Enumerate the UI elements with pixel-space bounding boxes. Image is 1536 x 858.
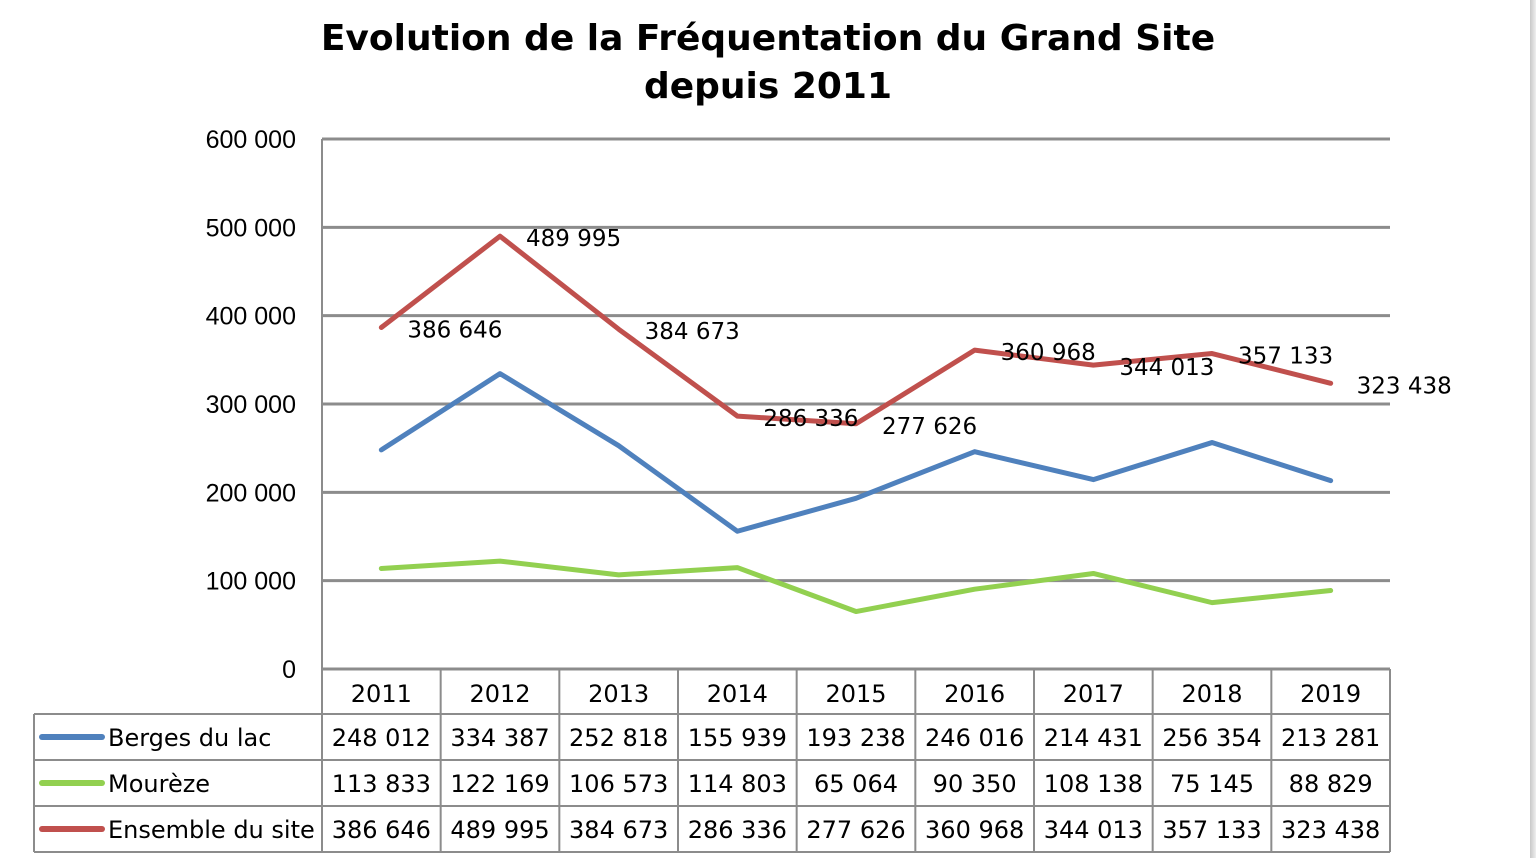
table-cell-1-4: 65 064 xyxy=(814,770,898,798)
table-cell-1-8: 88 829 xyxy=(1289,770,1373,798)
table-cell-1-6: 108 138 xyxy=(1044,770,1143,798)
table-cell-2-7: 357 133 xyxy=(1162,816,1261,844)
x-tick-label-2011: 2011 xyxy=(351,680,412,708)
data-label-2-5: 360 968 xyxy=(1001,340,1096,366)
table-cell-2-3: 286 336 xyxy=(688,816,787,844)
table-cell-2-6: 344 013 xyxy=(1044,816,1143,844)
y-tick-label-2: 200 000 xyxy=(206,479,296,507)
y-tick-label-6: 600 000 xyxy=(206,126,296,154)
table-cell-2-8: 323 438 xyxy=(1281,816,1380,844)
series-line-ensemble-du-site xyxy=(378,233,1334,427)
legend-label-0: Berges du lac xyxy=(108,724,271,752)
legend-label-2: Ensemble du site xyxy=(108,816,315,844)
y-tick-label-1: 100 000 xyxy=(206,568,296,596)
x-tick-label-2013: 2013 xyxy=(588,680,649,708)
table-cell-0-5: 246 016 xyxy=(925,724,1024,752)
x-tick-label-2012: 2012 xyxy=(469,680,530,708)
table-cell-0-4: 193 238 xyxy=(806,724,905,752)
table-cell-0-1: 334 387 xyxy=(450,724,549,752)
data-label-2-1: 489 995 xyxy=(526,226,621,252)
table-cell-0-6: 214 431 xyxy=(1044,724,1143,752)
x-tick-label-2014: 2014 xyxy=(707,680,768,708)
table-cell-1-7: 75 145 xyxy=(1170,770,1254,798)
window-edge xyxy=(1530,0,1536,858)
y-tick-label-4: 400 000 xyxy=(206,303,296,331)
x-tick-label-2019: 2019 xyxy=(1300,680,1361,708)
x-tick-label-2015: 2015 xyxy=(825,680,886,708)
legend-label-1: Mourèze xyxy=(108,770,210,798)
series-line-berges-du-lac xyxy=(378,371,1334,534)
table-cell-1-5: 90 350 xyxy=(933,770,1017,798)
data-label-2-7: 357 133 xyxy=(1238,344,1333,370)
table-cell-0-3: 155 939 xyxy=(688,724,787,752)
x-tick-label-2018: 2018 xyxy=(1181,680,1242,708)
data-label-2-3: 286 336 xyxy=(763,406,858,432)
table-cell-0-0: 248 012 xyxy=(332,724,431,752)
table-cell-1-3: 114 803 xyxy=(688,770,787,798)
table-cell-1-0: 113 833 xyxy=(332,770,431,798)
data-label-2-6: 344 013 xyxy=(1119,355,1214,381)
table-cell-2-1: 489 995 xyxy=(450,816,549,844)
table-cell-1-1: 122 169 xyxy=(450,770,549,798)
chart-title-line-1: Evolution de la Fréquentation du Grand S… xyxy=(321,18,1215,59)
table-cell-2-4: 277 626 xyxy=(806,816,905,844)
table-cell-2-2: 384 673 xyxy=(569,816,668,844)
table-cell-0-8: 213 281 xyxy=(1281,724,1380,752)
table-cell-0-2: 252 818 xyxy=(569,724,668,752)
chart-title-line-2: depuis 2011 xyxy=(644,66,892,107)
y-tick-label-0: 0 xyxy=(282,656,296,684)
table-cell-0-7: 256 354 xyxy=(1162,724,1261,752)
data-label-2-2: 384 673 xyxy=(645,319,740,345)
x-tick-label-2016: 2016 xyxy=(944,680,1005,708)
y-tick-label-3: 300 000 xyxy=(206,391,296,419)
x-tick-label-2017: 2017 xyxy=(1063,680,1124,708)
table-cell-2-0: 386 646 xyxy=(332,816,431,844)
series-line-mour-ze xyxy=(378,558,1334,615)
y-tick-label-5: 500 000 xyxy=(206,214,296,242)
table-cell-1-2: 106 573 xyxy=(569,770,668,798)
data-label-2-0: 386 646 xyxy=(407,317,502,343)
table-cell-2-5: 360 968 xyxy=(925,816,1024,844)
data-label-2-4: 277 626 xyxy=(882,414,977,440)
data-label-2-8: 323 438 xyxy=(1357,373,1452,399)
